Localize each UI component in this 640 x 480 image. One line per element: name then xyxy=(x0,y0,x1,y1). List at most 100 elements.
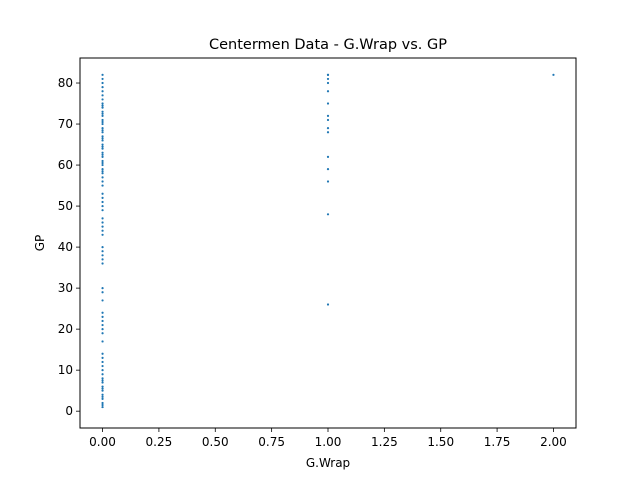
y-tick-label: 80 xyxy=(58,76,73,90)
data-point xyxy=(101,209,104,212)
data-point xyxy=(101,401,104,405)
data-point xyxy=(101,184,104,187)
data-point xyxy=(326,81,330,85)
y-tick-label: 10 xyxy=(58,363,73,377)
x-tick-label: 1.75 xyxy=(484,435,511,449)
x-tick-label: 2.00 xyxy=(540,435,567,449)
data-point xyxy=(101,385,104,388)
chart-title: Centermen Data - G.Wrap vs. GP xyxy=(209,37,447,53)
data-point xyxy=(101,170,104,173)
data-point xyxy=(101,94,104,97)
data-point xyxy=(101,73,104,76)
data-point xyxy=(326,102,330,105)
data-point xyxy=(326,114,330,117)
data-point xyxy=(101,172,104,175)
data-point xyxy=(101,373,104,376)
data-point xyxy=(326,303,330,306)
data-point xyxy=(326,127,330,130)
data-point xyxy=(101,393,104,396)
data-point xyxy=(326,73,330,76)
data-point xyxy=(101,118,104,122)
data-point xyxy=(101,225,104,228)
data-point xyxy=(101,129,104,132)
data-point xyxy=(101,360,104,364)
data-point xyxy=(101,262,104,265)
y-tick-label: 30 xyxy=(58,281,73,295)
data-point xyxy=(101,403,104,407)
data-point xyxy=(101,221,104,224)
data-point xyxy=(101,387,104,390)
data-point xyxy=(101,180,104,183)
data-point xyxy=(101,135,104,138)
data-point xyxy=(101,122,104,126)
x-tick-label: 1.25 xyxy=(371,435,398,449)
data-point xyxy=(101,258,104,261)
data-point xyxy=(101,315,104,318)
data-point xyxy=(326,118,330,122)
data-point xyxy=(101,291,104,294)
data-point xyxy=(326,213,330,216)
y-axis-label: GP xyxy=(33,235,47,252)
y-tick-label: 20 xyxy=(58,322,73,336)
data-point xyxy=(101,139,104,142)
data-point xyxy=(101,332,104,335)
data-point xyxy=(101,106,104,109)
data-point xyxy=(101,229,104,232)
data-point xyxy=(101,112,104,115)
data-point xyxy=(326,168,330,171)
x-axis-ticks: 0.00 0.25 0.50 0.75 1.00 1.25 1.50 1.75 2.00 xyxy=(89,428,567,449)
data-point xyxy=(101,397,104,400)
data-point xyxy=(101,151,104,154)
x-tick-label: 0.50 xyxy=(202,435,229,449)
x-tick-label: 1.50 xyxy=(427,435,454,449)
data-point xyxy=(326,90,330,93)
data-point xyxy=(101,381,104,384)
data-point xyxy=(101,246,104,249)
data-point xyxy=(101,204,104,208)
x-tick-label: 0.25 xyxy=(146,435,173,449)
y-tick-label: 40 xyxy=(58,240,73,254)
data-point xyxy=(101,196,104,199)
data-point xyxy=(326,180,330,183)
data-point xyxy=(101,287,104,290)
plot-area-frame xyxy=(79,57,577,429)
data-point xyxy=(326,77,330,81)
data-point xyxy=(101,114,104,117)
data-point xyxy=(101,163,104,167)
data-point xyxy=(101,104,104,107)
data-point xyxy=(101,389,104,392)
data-point xyxy=(101,147,104,150)
data-point xyxy=(101,145,104,148)
data-point xyxy=(101,102,104,105)
data-point xyxy=(101,377,104,380)
data-point xyxy=(101,405,104,409)
y-tick-label: 70 xyxy=(58,117,73,131)
x-axis-label: G.Wrap xyxy=(306,456,350,470)
data-point xyxy=(101,98,104,101)
data-point xyxy=(101,340,104,343)
data-point xyxy=(101,86,104,89)
data-point xyxy=(101,176,104,179)
data-point xyxy=(101,323,104,327)
data-point xyxy=(101,153,104,156)
data-point xyxy=(101,379,104,382)
x-tick-label: 1.00 xyxy=(315,435,342,449)
data-point xyxy=(101,81,104,85)
data-point xyxy=(101,233,104,236)
data-point xyxy=(101,328,104,331)
data-point xyxy=(101,311,104,314)
data-point xyxy=(101,137,104,140)
y-axis-ticks: 0 10 20 30 40 50 60 70 80 xyxy=(58,76,80,418)
data-point xyxy=(101,161,104,165)
data-point xyxy=(552,73,555,76)
data-point xyxy=(101,356,104,359)
data-points xyxy=(101,73,555,409)
data-point xyxy=(101,319,104,323)
data-point xyxy=(101,159,104,163)
data-point xyxy=(101,254,104,257)
data-point xyxy=(101,369,104,372)
data-point xyxy=(101,120,104,124)
data-point xyxy=(101,143,104,146)
data-point xyxy=(101,127,104,130)
